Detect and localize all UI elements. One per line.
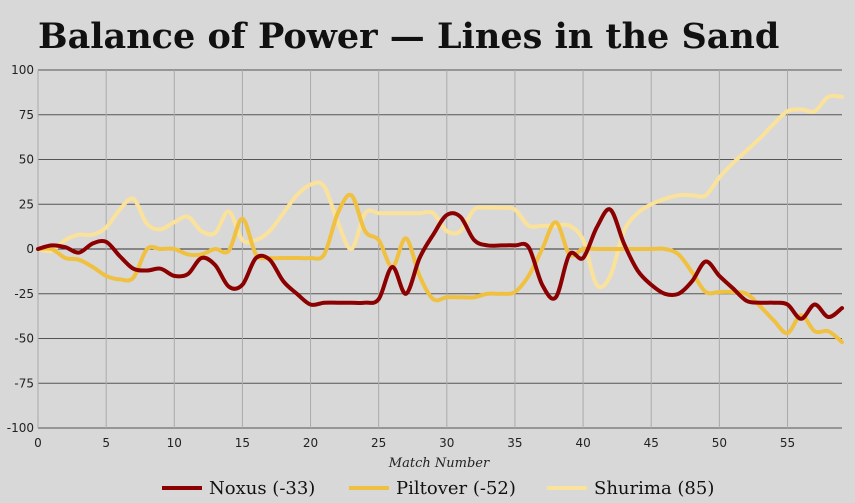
series-lines xyxy=(36,93,844,345)
x-tick-label: 0 xyxy=(34,436,42,450)
x-tick-label: 30 xyxy=(439,436,454,450)
x-tick-label: 50 xyxy=(712,436,727,450)
legend-label-noxus: Noxus (-33) xyxy=(209,478,315,499)
legend-label-piltover: Piltover (-52) xyxy=(396,478,516,499)
y-tick-label: -25 xyxy=(14,287,34,301)
legend-label-shurima: Shurima (85) xyxy=(594,478,714,499)
y-tick-label: 100 xyxy=(11,63,34,77)
x-tick-label: 10 xyxy=(167,436,182,450)
x-tick-label: 40 xyxy=(575,436,590,450)
series-line-piltover xyxy=(36,192,844,345)
series-line-noxus xyxy=(36,207,844,321)
x-tick-label: 5 xyxy=(102,436,110,450)
y-tick-label: -50 xyxy=(14,332,34,346)
y-tick-label: -100 xyxy=(7,421,34,435)
x-tick-label: 25 xyxy=(371,436,386,450)
chart-title: Balance of Power — Lines in the Sand xyxy=(38,16,779,57)
x-tick-label: 45 xyxy=(644,436,659,450)
x-axis-label: Match Number xyxy=(388,456,490,471)
x-tick-label: 20 xyxy=(303,436,318,450)
y-tick-label: 75 xyxy=(19,108,34,122)
x-tick-label: 15 xyxy=(235,436,250,450)
x-tick-label: 35 xyxy=(507,436,522,450)
x-tick-label: 55 xyxy=(780,436,795,450)
y-tick-label: 25 xyxy=(19,197,34,211)
series-line-shurima xyxy=(36,93,844,290)
y-tick-label: 50 xyxy=(19,153,34,167)
legend: Noxus (-33) Piltover (-52) Shurima (85) xyxy=(162,478,714,499)
y-tick-label: -75 xyxy=(14,376,34,390)
y-tick-label: 0 xyxy=(26,242,34,256)
